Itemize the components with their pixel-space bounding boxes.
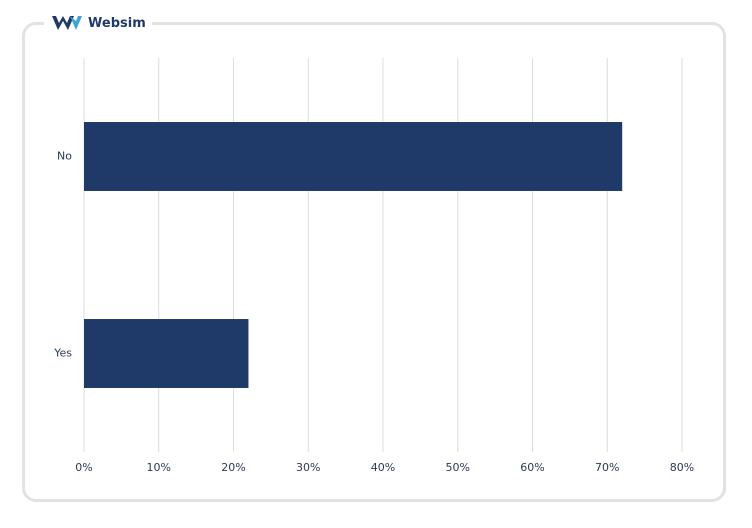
- bar: [84, 319, 249, 388]
- x-tick-label: 20%: [221, 461, 245, 474]
- x-tick-label: 30%: [296, 461, 320, 474]
- bar: [84, 122, 623, 191]
- chart-frame: [22, 22, 726, 502]
- logo-icon: [52, 16, 82, 30]
- x-tick-label: 0%: [75, 461, 92, 474]
- x-tick-label: 70%: [595, 461, 619, 474]
- y-tick-label: No: [57, 150, 72, 163]
- x-tick-label: 40%: [371, 461, 395, 474]
- x-tick-label: 50%: [446, 461, 470, 474]
- logo: Websim: [44, 12, 152, 34]
- x-tick-label: 60%: [520, 461, 544, 474]
- y-tick-label: Yes: [53, 347, 72, 360]
- brand-name: Websim: [88, 15, 146, 31]
- x-tick-label: 10%: [147, 461, 171, 474]
- x-tick-label: 80%: [670, 461, 694, 474]
